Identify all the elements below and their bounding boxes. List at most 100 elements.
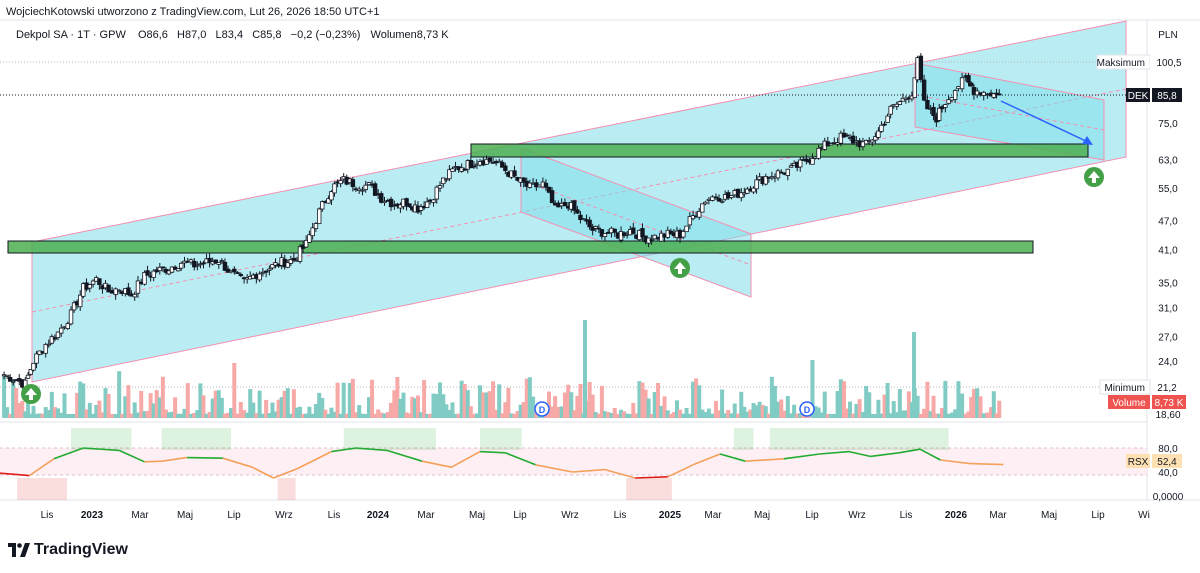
volume-bar [997,400,1002,418]
rsx-band [0,448,1147,475]
volume-bar [628,413,633,418]
price-tick-label: 41,0 [1158,245,1178,256]
candle-body [952,90,958,100]
candle-body [257,273,262,281]
volume-bar [317,392,322,418]
volume-bar [459,380,464,418]
volume-bar [681,413,686,418]
volume-bar [703,412,708,418]
candle-body [291,257,297,261]
volume-bar [487,391,492,418]
candle-body [828,143,834,146]
candle-body [785,168,790,176]
volume-bar [20,400,25,418]
candles [1,53,1002,391]
volume-bar [419,412,424,418]
volume-bar [213,390,218,418]
candle-body [87,284,93,289]
time-tick-label: Wi [1138,510,1150,521]
volume-bar [960,393,965,418]
volume-bar [838,379,843,418]
time-tick-label: Lip [513,510,527,521]
volume-bar [264,399,269,418]
candle-body [882,123,887,126]
rsx-tick-label: 40,0 [1158,468,1178,479]
candle-body [447,169,452,180]
support-zone-lower[interactable] [7,240,1034,254]
volume-bar [723,413,728,418]
time-axis[interactable]: Lis 2023 Mar Maj Lip Wrz Lis 2024 Mar Maj Lip Wrz Li… [41,510,1150,521]
candle-body [575,209,580,214]
candle-body [681,231,686,238]
candle-body [850,135,856,144]
volume-bar [462,383,467,418]
volume-bar [655,383,660,418]
volume-bar [219,397,224,418]
price-axis[interactable]: 75,0 63,0 55,0 47,0 41,0 35,0 31,0 27,0 24,0 18,6… [1155,119,1180,421]
currency-label[interactable]: PLN [1158,30,1177,41]
support-zone-upper[interactable] [470,143,1089,158]
time-tick-label: Mar [131,510,149,521]
volume-bar [198,383,203,418]
volume-bar [294,407,299,418]
volume-bar [735,413,740,418]
candle-body [816,147,821,159]
volume-bar [671,412,676,418]
candle-body [684,225,689,233]
candle-body [52,337,58,340]
candle-body [431,199,436,203]
volume-bar [583,320,587,418]
candle-body [703,201,708,205]
volume-bar [717,410,722,418]
dividend-marker[interactable]: D [799,401,815,417]
candle-body [285,262,290,268]
volume-bar [132,402,137,418]
candle-body [90,280,96,285]
volume-bar [915,395,920,418]
candle-body [587,219,592,228]
volume-bar [366,397,371,418]
time-tick-label: Lis [614,510,627,521]
rsx-segment [118,449,145,463]
projection-arrow[interactable] [1000,100,1091,144]
volume-bar [922,408,927,418]
buy-signal-marker[interactable] [1084,167,1104,187]
dividend-marker[interactable]: D [534,401,550,417]
rsx-segment [535,464,573,473]
candle-body [222,261,228,271]
time-tick-label: Maj [754,510,770,521]
buy-signal-marker[interactable] [21,384,41,404]
rsx-zone [626,478,672,500]
volume-bar [622,411,627,418]
candle-body [997,93,1002,96]
volume-bar [521,402,526,418]
volume-bar [748,409,753,418]
volume-bar [946,413,951,418]
volume-bar [503,402,508,418]
candle-body [946,99,951,104]
volume-bar [578,383,583,418]
volume-bar [760,404,765,418]
rsx-segment [144,460,162,463]
candle-body [468,159,474,169]
max-label: Maksimum [1097,58,1145,69]
volume-bar [323,409,328,418]
volume-bar [531,396,536,418]
volume-bar [652,392,657,418]
symbol-line[interactable]: Dekpol SA · 1T · GPW [16,29,126,41]
volume-bar [687,413,692,418]
candle-body [966,75,971,83]
tradingview-logo[interactable]: TradingView [8,540,128,560]
candle-body [521,177,526,183]
price-tick-label: 75,0 [1158,119,1178,130]
buy-signal-marker[interactable] [670,258,690,278]
candle-body [487,157,493,162]
volume-bar [338,413,343,418]
candle-body [527,182,533,188]
price-tick-label: 27,0 [1158,332,1178,343]
rsx-axis[interactable]: 80,0 40,0 0,0000 [1153,444,1184,503]
volume-bar [170,411,175,418]
volume-bar [779,399,784,418]
candle-body [450,168,455,172]
